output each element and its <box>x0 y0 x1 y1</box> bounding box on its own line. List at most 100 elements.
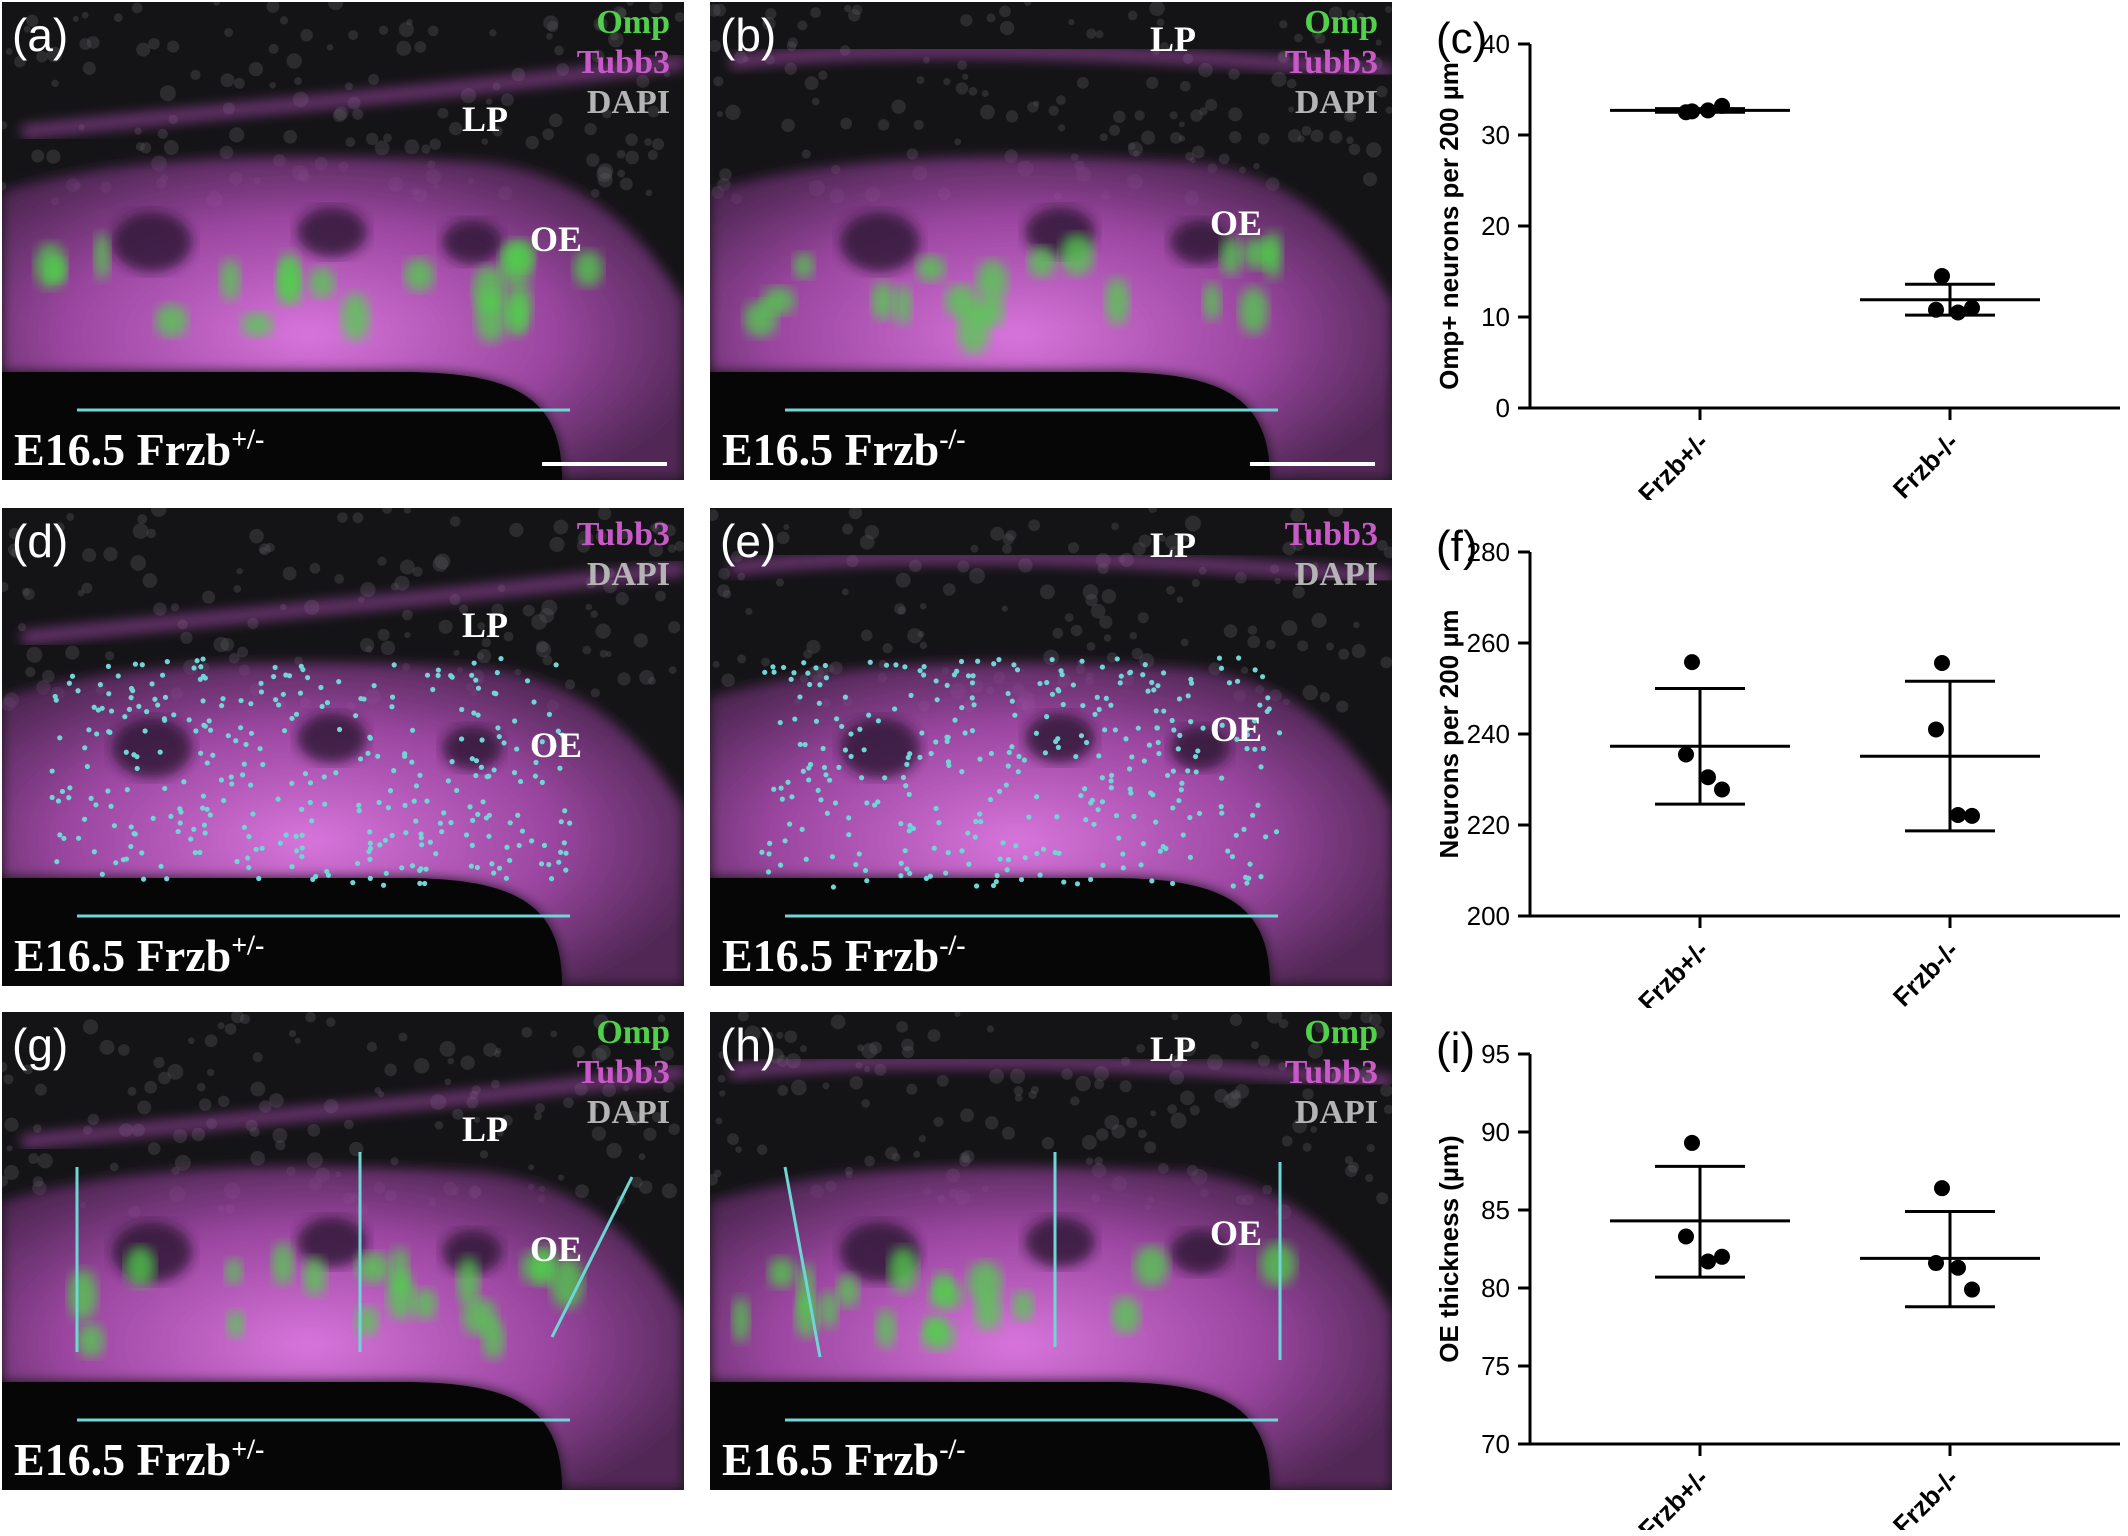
nucleus <box>266 2 280 13</box>
counted-neuron <box>1041 846 1047 852</box>
nucleus <box>218 1095 230 1108</box>
nucleus <box>213 636 229 653</box>
chart-panel-label: (f) <box>1436 522 1478 571</box>
counted-neuron <box>975 658 981 664</box>
nucleus <box>986 13 996 23</box>
omp-cell <box>1060 234 1095 276</box>
counted-neuron <box>475 685 482 691</box>
nucleus <box>655 590 666 602</box>
nucleus <box>811 97 820 106</box>
omp-cell <box>550 1256 584 1309</box>
counted-neuron <box>973 818 979 825</box>
counted-neuron <box>836 764 842 770</box>
counted-neuron <box>1188 719 1194 725</box>
counted-neuron <box>541 842 548 848</box>
counted-neuron <box>782 838 788 844</box>
counted-neuron <box>1037 872 1043 878</box>
counted-neuron <box>1102 727 1108 733</box>
counted-neuron <box>1082 786 1088 792</box>
nucleus <box>219 145 234 160</box>
counted-neuron <box>207 812 213 818</box>
nucleus <box>1189 1105 1200 1116</box>
counted-neuron <box>1120 851 1126 857</box>
nucleus <box>5 48 13 56</box>
counted-neuron <box>228 774 234 780</box>
counted-neuron <box>1216 655 1223 661</box>
counted-neuron <box>193 728 199 734</box>
nucleus <box>943 78 951 86</box>
y-tick-label: 70 <box>1481 1429 1510 1459</box>
nucleus <box>406 18 413 26</box>
nucleus <box>984 1116 999 1130</box>
nucleus <box>326 1017 336 1027</box>
counted-neuron <box>1149 679 1155 686</box>
thickness-line <box>550 1176 634 1338</box>
nucleus <box>31 149 45 163</box>
counted-neuron <box>546 861 552 868</box>
nucleus <box>961 1149 975 1164</box>
counted-neuron <box>1054 814 1060 820</box>
nucleus <box>1190 109 1203 122</box>
nucleus <box>378 1091 385 1098</box>
data-point <box>1934 655 1950 672</box>
nucleus <box>1041 1136 1055 1150</box>
counted-neuron <box>139 850 145 856</box>
nucleus <box>1001 605 1008 612</box>
nucleus <box>536 640 549 653</box>
y-tick-label: 200 <box>1467 901 1510 931</box>
counted-neuron <box>57 735 63 741</box>
nucleus <box>980 104 995 120</box>
region-label-oe: OE <box>1210 1213 1263 1253</box>
counted-neuron <box>191 665 197 671</box>
omp-cell <box>155 304 188 338</box>
region-label-lp: LP <box>462 99 509 139</box>
nucleus <box>159 85 176 102</box>
nucleus <box>148 37 160 50</box>
nucleus <box>374 1086 382 1094</box>
nucleus <box>259 1100 272 1113</box>
nucleus <box>1336 700 1349 713</box>
nucleus <box>37 1153 53 1169</box>
counted-neuron <box>1179 780 1185 786</box>
y-tick-label: 40 <box>1481 29 1510 59</box>
counted-neuron <box>111 823 118 829</box>
counted-neuron <box>423 866 429 872</box>
counted-neuron <box>496 733 502 740</box>
counted-neuron <box>528 838 535 844</box>
nucleus <box>586 153 600 167</box>
counted-neuron <box>875 799 881 805</box>
nucleus <box>1166 585 1176 595</box>
counted-neuron <box>150 815 156 821</box>
counted-neuron <box>1131 813 1137 819</box>
cavity <box>710 878 1270 986</box>
counted-neuron <box>903 783 909 789</box>
counted-neuron <box>253 846 259 852</box>
counted-neuron <box>162 694 169 700</box>
counted-neuron <box>418 831 424 837</box>
data-point <box>1700 769 1716 786</box>
nucleus <box>894 603 906 615</box>
nucleus <box>651 1111 663 1123</box>
counted-neuron <box>1060 701 1066 708</box>
counted-neuron <box>1080 702 1086 709</box>
counted-neuron <box>959 704 965 711</box>
nucleus <box>378 25 389 35</box>
cavity <box>2 878 562 986</box>
nucleus <box>51 79 59 88</box>
counted-neuron <box>791 670 797 676</box>
counted-neuron <box>366 849 372 855</box>
counted-neuron <box>441 810 447 816</box>
counted-neuron <box>427 839 433 845</box>
nucleus <box>228 652 240 664</box>
y-tick-label: 90 <box>1481 1117 1510 1147</box>
nucleus <box>118 1044 130 1056</box>
chart-svg: 70 75 80 85 90 95 OE thickness (µm) Frzb+/- Frzb… <box>1434 1039 2120 1536</box>
counted-neuron <box>128 685 135 692</box>
counted-neuron <box>1241 826 1247 832</box>
counted-neuron <box>479 737 485 743</box>
counted-neuron <box>260 761 266 768</box>
counted-neuron <box>204 806 210 812</box>
lumen <box>112 212 192 272</box>
nucleus <box>1170 132 1182 144</box>
omp-cell <box>533 1246 557 1286</box>
